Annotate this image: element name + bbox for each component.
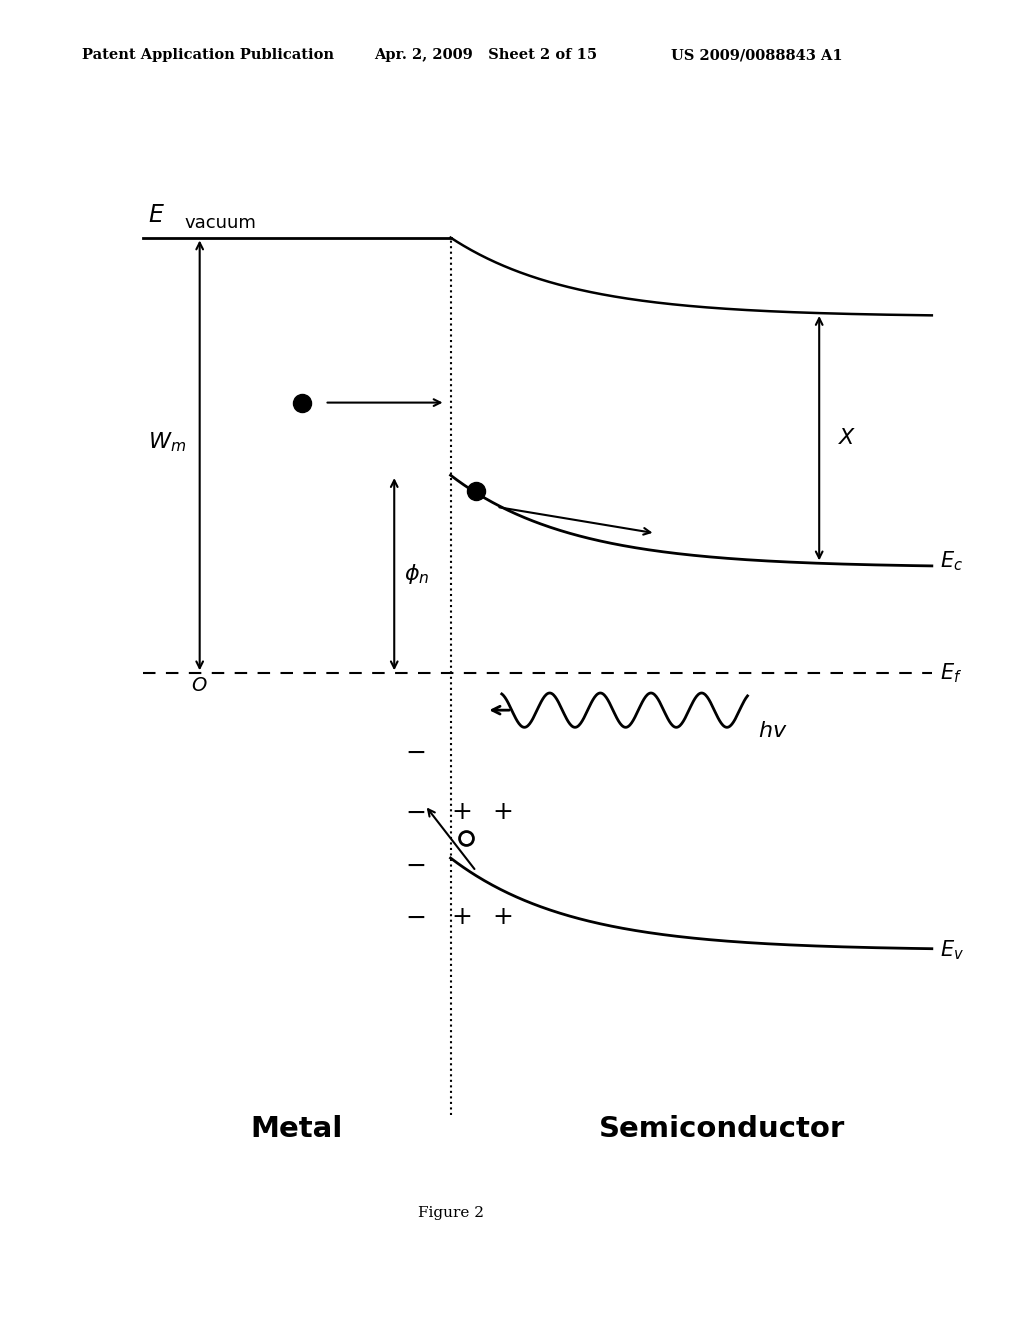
Text: Semiconductor: Semiconductor bbox=[599, 1114, 845, 1143]
Text: US 2009/0088843 A1: US 2009/0088843 A1 bbox=[671, 49, 843, 62]
Text: $-$: $-$ bbox=[404, 853, 425, 876]
Text: $E$: $E$ bbox=[148, 203, 165, 227]
Text: $X$: $X$ bbox=[838, 428, 856, 449]
Text: $E_c$: $E_c$ bbox=[940, 549, 963, 573]
Text: $\phi_n$: $\phi_n$ bbox=[404, 562, 430, 586]
Text: Patent Application Publication: Patent Application Publication bbox=[82, 49, 334, 62]
Text: $-$: $-$ bbox=[404, 800, 425, 824]
Text: $E_v$: $E_v$ bbox=[940, 939, 964, 962]
Text: $-$: $-$ bbox=[404, 741, 425, 764]
Text: Figure 2: Figure 2 bbox=[418, 1206, 483, 1220]
Text: $-$: $-$ bbox=[404, 906, 425, 929]
Text: $+$: $+$ bbox=[492, 800, 512, 824]
Text: Apr. 2, 2009   Sheet 2 of 15: Apr. 2, 2009 Sheet 2 of 15 bbox=[374, 49, 597, 62]
Text: $O$: $O$ bbox=[191, 676, 208, 694]
Text: vacuum: vacuum bbox=[184, 214, 256, 232]
Text: $+$: $+$ bbox=[492, 906, 512, 929]
Text: $E_f$: $E_f$ bbox=[940, 661, 963, 685]
Text: $+$: $+$ bbox=[451, 800, 471, 824]
Text: $W_m$: $W_m$ bbox=[148, 430, 186, 454]
Text: $hv$: $hv$ bbox=[758, 721, 787, 741]
Text: Metal: Metal bbox=[251, 1114, 343, 1143]
Text: $+$: $+$ bbox=[451, 906, 471, 929]
